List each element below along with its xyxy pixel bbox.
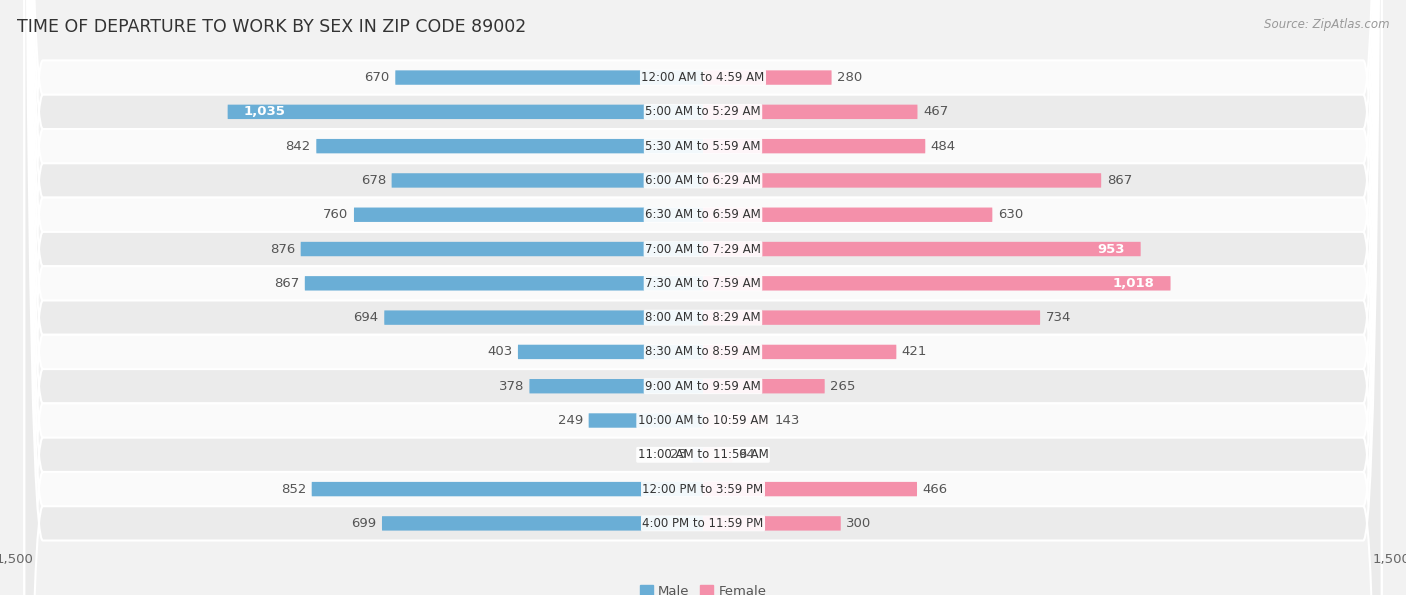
FancyBboxPatch shape xyxy=(703,345,897,359)
Text: 280: 280 xyxy=(837,71,862,84)
Text: 867: 867 xyxy=(274,277,299,290)
FancyBboxPatch shape xyxy=(354,208,703,222)
Text: 300: 300 xyxy=(846,517,872,530)
FancyBboxPatch shape xyxy=(392,173,703,187)
FancyBboxPatch shape xyxy=(24,0,1382,595)
Text: 867: 867 xyxy=(1107,174,1132,187)
Text: 11:00 AM to 11:59 AM: 11:00 AM to 11:59 AM xyxy=(638,448,768,461)
Text: 12:00 PM to 3:59 PM: 12:00 PM to 3:59 PM xyxy=(643,483,763,496)
FancyBboxPatch shape xyxy=(703,482,917,496)
Text: 670: 670 xyxy=(364,71,389,84)
Text: 953: 953 xyxy=(1097,243,1125,255)
Text: 6:00 AM to 6:29 AM: 6:00 AM to 6:29 AM xyxy=(645,174,761,187)
Text: 842: 842 xyxy=(285,140,311,153)
Text: 6:30 AM to 6:59 AM: 6:30 AM to 6:59 AM xyxy=(645,208,761,221)
Text: 734: 734 xyxy=(1046,311,1071,324)
FancyBboxPatch shape xyxy=(24,0,1382,595)
FancyBboxPatch shape xyxy=(703,516,841,531)
FancyBboxPatch shape xyxy=(703,70,831,84)
Text: 143: 143 xyxy=(775,414,800,427)
Text: 678: 678 xyxy=(361,174,387,187)
FancyBboxPatch shape xyxy=(24,0,1382,595)
Legend: Male, Female: Male, Female xyxy=(640,585,766,595)
Text: 7:00 AM to 7:29 AM: 7:00 AM to 7:29 AM xyxy=(645,243,761,255)
Text: 484: 484 xyxy=(931,140,956,153)
Text: 403: 403 xyxy=(486,346,512,358)
Text: TIME OF DEPARTURE TO WORK BY SEX IN ZIP CODE 89002: TIME OF DEPARTURE TO WORK BY SEX IN ZIP … xyxy=(17,18,526,36)
FancyBboxPatch shape xyxy=(24,0,1382,595)
FancyBboxPatch shape xyxy=(301,242,703,256)
FancyBboxPatch shape xyxy=(316,139,703,154)
FancyBboxPatch shape xyxy=(24,0,1382,595)
FancyBboxPatch shape xyxy=(703,276,1171,290)
FancyBboxPatch shape xyxy=(24,0,1382,595)
FancyBboxPatch shape xyxy=(24,0,1382,595)
FancyBboxPatch shape xyxy=(24,0,1382,595)
Text: 8:00 AM to 8:29 AM: 8:00 AM to 8:29 AM xyxy=(645,311,761,324)
Text: 630: 630 xyxy=(998,208,1024,221)
Text: 699: 699 xyxy=(352,517,377,530)
Text: 852: 852 xyxy=(281,483,307,496)
FancyBboxPatch shape xyxy=(24,0,1382,595)
Text: 694: 694 xyxy=(354,311,378,324)
FancyBboxPatch shape xyxy=(703,414,769,428)
FancyBboxPatch shape xyxy=(703,242,1140,256)
Text: 760: 760 xyxy=(323,208,349,221)
FancyBboxPatch shape xyxy=(395,70,703,84)
FancyBboxPatch shape xyxy=(24,0,1382,595)
Text: 4:00 PM to 11:59 PM: 4:00 PM to 11:59 PM xyxy=(643,517,763,530)
FancyBboxPatch shape xyxy=(703,173,1101,187)
FancyBboxPatch shape xyxy=(703,311,1040,325)
FancyBboxPatch shape xyxy=(703,139,925,154)
FancyBboxPatch shape xyxy=(24,0,1382,595)
FancyBboxPatch shape xyxy=(530,379,703,393)
FancyBboxPatch shape xyxy=(24,0,1382,595)
FancyBboxPatch shape xyxy=(228,105,703,119)
FancyBboxPatch shape xyxy=(384,311,703,325)
Text: 64: 64 xyxy=(738,448,755,461)
FancyBboxPatch shape xyxy=(703,208,993,222)
FancyBboxPatch shape xyxy=(312,482,703,496)
Text: 8:30 AM to 8:59 AM: 8:30 AM to 8:59 AM xyxy=(645,346,761,358)
Text: 467: 467 xyxy=(922,105,948,118)
FancyBboxPatch shape xyxy=(382,516,703,531)
Text: 265: 265 xyxy=(830,380,856,393)
FancyBboxPatch shape xyxy=(692,447,703,462)
Text: 10:00 AM to 10:59 AM: 10:00 AM to 10:59 AM xyxy=(638,414,768,427)
Text: 12:00 AM to 4:59 AM: 12:00 AM to 4:59 AM xyxy=(641,71,765,84)
Text: 7:30 AM to 7:59 AM: 7:30 AM to 7:59 AM xyxy=(645,277,761,290)
Text: 1,018: 1,018 xyxy=(1112,277,1154,290)
Text: 378: 378 xyxy=(499,380,524,393)
Text: 9:00 AM to 9:59 AM: 9:00 AM to 9:59 AM xyxy=(645,380,761,393)
Text: 466: 466 xyxy=(922,483,948,496)
Text: 5:00 AM to 5:29 AM: 5:00 AM to 5:29 AM xyxy=(645,105,761,118)
FancyBboxPatch shape xyxy=(517,345,703,359)
FancyBboxPatch shape xyxy=(305,276,703,290)
Text: 5:30 AM to 5:59 AM: 5:30 AM to 5:59 AM xyxy=(645,140,761,153)
Text: 876: 876 xyxy=(270,243,295,255)
Text: 249: 249 xyxy=(558,414,583,427)
FancyBboxPatch shape xyxy=(24,0,1382,595)
Text: Source: ZipAtlas.com: Source: ZipAtlas.com xyxy=(1264,18,1389,31)
Text: 23: 23 xyxy=(669,448,688,461)
FancyBboxPatch shape xyxy=(703,379,825,393)
FancyBboxPatch shape xyxy=(703,105,918,119)
FancyBboxPatch shape xyxy=(589,414,703,428)
Text: 1,035: 1,035 xyxy=(243,105,285,118)
FancyBboxPatch shape xyxy=(703,447,733,462)
Text: 421: 421 xyxy=(901,346,927,358)
FancyBboxPatch shape xyxy=(24,0,1382,595)
